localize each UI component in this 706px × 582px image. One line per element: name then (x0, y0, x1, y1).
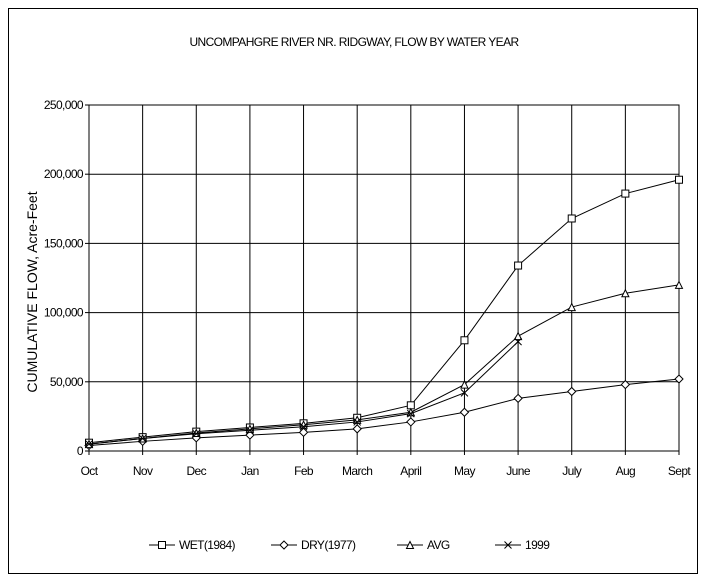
x-tick-label: June (506, 464, 531, 478)
line-chart: UNCOMPAHGRE RIVER NR. RIDGWAY, FLOW BY W… (24, 35, 692, 552)
x-tick-label: May (454, 464, 475, 478)
data-point (621, 189, 630, 198)
plot-area (88, 104, 680, 452)
data-point (138, 434, 147, 443)
data-point (245, 430, 255, 440)
y-tick-labels: 0 50,000 100,000 150,000 200,000 250,000 (44, 98, 85, 458)
data-point (675, 175, 683, 184)
y-tick-label: 100,000 (44, 306, 84, 320)
legend-marker (405, 540, 415, 549)
legend-entry: AVG (397, 538, 451, 552)
data-point (460, 336, 469, 345)
x-tick-label: July (562, 464, 582, 478)
legend-label: AVG (427, 538, 450, 552)
legend-entry: WET(1984) (149, 538, 236, 552)
grid-lines (88, 104, 680, 452)
data-point (620, 379, 631, 390)
data-point (352, 424, 362, 434)
x-tick-label: Jan (241, 464, 259, 478)
legend-marker (279, 540, 289, 550)
data-point (567, 386, 577, 397)
x-tick-label: Nov (133, 464, 153, 478)
data-point (513, 393, 523, 404)
y-tick-label: 250,000 (44, 98, 84, 112)
data-point (246, 426, 254, 435)
x-tick-label: Oct (81, 464, 99, 478)
data-point (514, 261, 523, 270)
legend-entry: DRY(1977) (271, 538, 357, 552)
chart-frame: UNCOMPAHGRE RIVER NR. RIDGWAY, FLOW BY W… (8, 8, 698, 574)
series-line (88, 378, 680, 446)
y-axis-label: CUMULATIVE FLOW, Acre-Feet (24, 191, 40, 392)
data-point (299, 422, 308, 431)
y-tick-label: 0 (77, 444, 84, 458)
data-point (621, 288, 630, 298)
data-point (192, 429, 201, 438)
legend-marker (504, 541, 512, 549)
series-1 (84, 374, 684, 451)
legend: WET(1984) DRY(1977) AVG 1999 (149, 538, 551, 552)
x-tick-label: Dec (186, 464, 206, 478)
legend-label: 1999 (525, 538, 550, 552)
data-point (567, 214, 576, 223)
series-3 (85, 337, 522, 448)
x-tick-label: March (342, 464, 372, 478)
y-tick-label: 150,000 (44, 236, 84, 250)
legend-entry: 1999 (495, 538, 551, 552)
series-2 (84, 280, 684, 449)
series-0 (85, 175, 683, 447)
data-point (674, 280, 684, 289)
series-line (88, 179, 680, 444)
x-tick-label: Feb (294, 464, 314, 478)
series-lines (84, 175, 684, 451)
data-point (513, 331, 523, 341)
chart-title: UNCOMPAHGRE RIVER NR. RIDGWAY, FLOW BY W… (189, 35, 519, 49)
data-point (460, 379, 469, 389)
legend-marker (158, 541, 166, 549)
series-line (88, 284, 680, 445)
x-tick-labels: Oct Nov Dec Jan Feb March April May June July Aug S… (81, 464, 692, 478)
axes (85, 104, 680, 455)
data-point (459, 407, 470, 417)
data-point (353, 418, 362, 426)
legend-label: WET(1984) (179, 538, 236, 552)
x-tick-label: Aug (616, 464, 636, 478)
data-point (406, 409, 415, 418)
data-point (514, 337, 522, 346)
data-point (85, 440, 93, 448)
data-point (406, 417, 416, 427)
y-tick-label: 50,000 (50, 375, 84, 389)
data-point (298, 427, 309, 438)
x-tick-label: Sept (668, 464, 692, 478)
data-point (567, 302, 577, 312)
x-tick-label: April (400, 464, 421, 478)
y-tick-label: 200,000 (44, 167, 84, 181)
legend-label: DRY(1977) (301, 538, 356, 552)
data-point (460, 389, 469, 397)
data-point (674, 374, 684, 384)
